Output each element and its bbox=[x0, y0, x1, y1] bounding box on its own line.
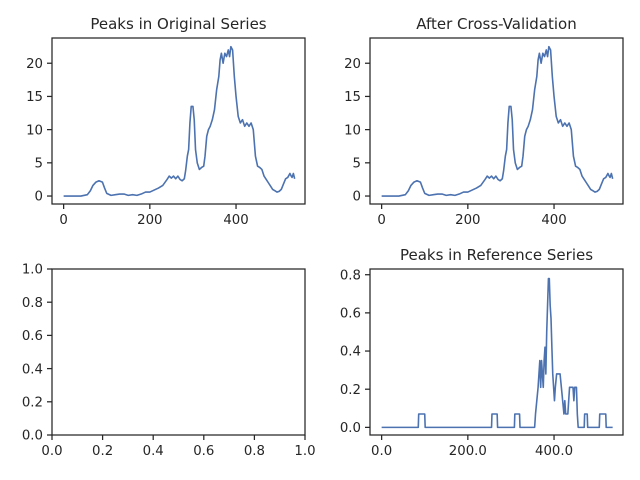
y-tick-label: 10 bbox=[344, 123, 361, 138]
y-tick-label: 0.8 bbox=[22, 296, 43, 311]
y-tick-label: 0 bbox=[35, 190, 43, 205]
series-line bbox=[63, 45, 296, 197]
subplot-2: 0 200 400 0 5 10 15 20 After Cross-Validation bbox=[344, 15, 624, 228]
x-tick-label: 200 bbox=[455, 213, 480, 228]
x-tick-label: 0.6 bbox=[193, 444, 214, 459]
x-tick-label: 400 bbox=[223, 213, 248, 228]
x-tick-label: 0.8 bbox=[244, 444, 265, 459]
y-tick-label: 5 bbox=[35, 157, 43, 172]
axes-frame bbox=[369, 268, 624, 436]
chart-title: After Cross-Validation bbox=[416, 15, 577, 33]
y-tick-label: 20 bbox=[344, 57, 361, 72]
y-tick-label: 15 bbox=[344, 90, 361, 105]
y-tick-label: 0.8 bbox=[340, 268, 361, 283]
x-tick-label: 0 bbox=[59, 213, 67, 228]
x-tick-label: 0.0 bbox=[41, 444, 62, 459]
x-tick-label: 0.4 bbox=[143, 444, 164, 459]
y-tick-label: 0 bbox=[353, 190, 361, 205]
y-tick-label: 5 bbox=[353, 157, 361, 172]
y-tick-label: 0.2 bbox=[340, 383, 361, 398]
x-tick-label: 0 bbox=[377, 213, 385, 228]
x-tick-label: 200.0 bbox=[449, 444, 487, 459]
y-tick-label: 0.2 bbox=[22, 396, 43, 411]
subplot-4: 0.0 200.0 400.0 0.0 0.2 0.4 0.6 0.8 Peaks in Ref… bbox=[340, 246, 624, 459]
y-tick-label: 20 bbox=[26, 57, 43, 72]
y-tick-label: 0.6 bbox=[22, 329, 43, 344]
axes-frame bbox=[51, 37, 306, 205]
y-tick-label: 0.6 bbox=[340, 307, 361, 322]
x-tick-label: 1.0 bbox=[294, 444, 315, 459]
x-tick-label: 400 bbox=[541, 213, 566, 228]
x-tick-label: 0.2 bbox=[92, 444, 113, 459]
x-tick-label: 200 bbox=[137, 213, 162, 228]
series-line bbox=[381, 45, 614, 197]
y-tick-label: 0.4 bbox=[340, 345, 361, 360]
series-line bbox=[381, 277, 613, 429]
y-tick-label: 0.0 bbox=[22, 429, 43, 444]
axes-frame bbox=[369, 37, 624, 205]
y-tick-label: 1.0 bbox=[22, 263, 43, 278]
subplot-3: 0.0 0.2 0.4 0.6 0.8 1.0 0.0 0.2 0.4 0.6 0.8 1.0 bbox=[22, 263, 316, 459]
y-tick-label: 10 bbox=[26, 123, 43, 138]
chart-title: Peaks in Original Series bbox=[90, 15, 266, 33]
x-tick-label: 400.0 bbox=[535, 444, 573, 459]
x-tick-label: 0.0 bbox=[371, 444, 392, 459]
y-tick-label: 0.4 bbox=[22, 362, 43, 377]
chart-title: Peaks in Reference Series bbox=[400, 246, 593, 264]
y-tick-label: 0.0 bbox=[340, 421, 361, 436]
axes-frame bbox=[51, 268, 306, 436]
subplot-1: 0 200 400 0 5 10 15 20 Peaks in Original Series bbox=[26, 15, 306, 228]
y-tick-label: 15 bbox=[26, 90, 43, 105]
